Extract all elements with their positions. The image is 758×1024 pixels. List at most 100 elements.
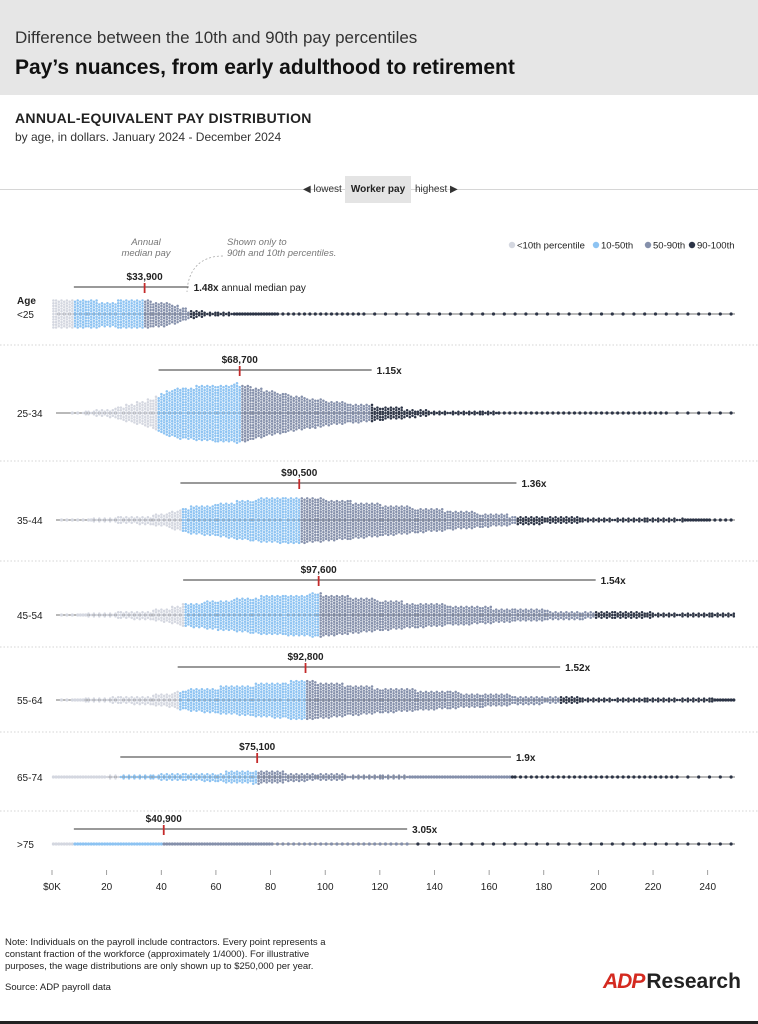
- data-point: [160, 611, 163, 614]
- data-point: [249, 598, 252, 602]
- data-point: [289, 540, 293, 543]
- data-point: [230, 430, 233, 434]
- data-point: [327, 536, 331, 539]
- data-point: [192, 525, 196, 529]
- data-point: [314, 421, 317, 424]
- data-point: [330, 499, 333, 503]
- data-point: [351, 522, 355, 526]
- data-point: [276, 430, 279, 434]
- data-point: [54, 307, 58, 310]
- data-point: [162, 399, 166, 403]
- data-point: [424, 524, 428, 527]
- data-point: [295, 502, 298, 506]
- data-point: [211, 602, 214, 606]
- data-point: [173, 620, 177, 624]
- data-point: [273, 596, 277, 599]
- data-point: [316, 501, 320, 504]
- data-point: [284, 507, 287, 511]
- data-point: [208, 388, 212, 392]
- data-point: [332, 520, 336, 523]
- data-point: [152, 322, 155, 325]
- data-point: [54, 304, 58, 308]
- data-point: [389, 513, 393, 516]
- data-point: [403, 520, 406, 523]
- data-point: [192, 607, 196, 610]
- data-point: [192, 617, 196, 621]
- data-point: [330, 627, 333, 630]
- data-point: [273, 628, 277, 632]
- data-point: [254, 613, 258, 617]
- data-point: [316, 413, 320, 416]
- data-point: [143, 324, 147, 328]
- data-point: [322, 528, 325, 531]
- data-point: [170, 422, 174, 426]
- data-point: [376, 624, 379, 628]
- data-point: [322, 530, 325, 534]
- data-point: [162, 394, 166, 397]
- data-point: [241, 384, 244, 388]
- data-point: [351, 520, 355, 523]
- data-point: [278, 396, 282, 400]
- data-point: [386, 506, 390, 510]
- data-point: [108, 520, 112, 523]
- data-point: [127, 303, 131, 306]
- data-point: [713, 518, 717, 522]
- data-point: [292, 634, 295, 637]
- data-point: [408, 522, 412, 526]
- data-point: [254, 409, 258, 412]
- data-point: [316, 503, 320, 507]
- data-point: [179, 410, 182, 413]
- data-point: [208, 405, 212, 408]
- data-point: [351, 413, 355, 416]
- data-point: [297, 615, 301, 618]
- data-point: [214, 601, 217, 605]
- data-point: [289, 400, 293, 404]
- data-point: [338, 501, 341, 504]
- data-point: [297, 418, 301, 422]
- data-point: [430, 411, 433, 415]
- data-point: [246, 419, 250, 423]
- data-point: [265, 537, 268, 541]
- data-point: [270, 600, 274, 603]
- data-point: [100, 304, 104, 308]
- data-point: [200, 526, 204, 530]
- data-point: [219, 524, 223, 527]
- data-point: [246, 608, 250, 611]
- data-point: [338, 533, 341, 537]
- data-point: [373, 407, 376, 411]
- data-point: [314, 501, 317, 504]
- data-point: [262, 498, 266, 502]
- data-point: [403, 509, 406, 512]
- data-point: [241, 403, 244, 407]
- data-point: [378, 514, 382, 518]
- data-point: [227, 536, 231, 539]
- data-point: [238, 628, 241, 632]
- data-point: [233, 423, 236, 427]
- data-point: [87, 612, 90, 615]
- data-point: [187, 391, 190, 395]
- data-point: [386, 509, 390, 512]
- data-point: [559, 521, 563, 524]
- data-point: [262, 399, 266, 403]
- data-point: [319, 605, 322, 609]
- data-point: [135, 419, 139, 423]
- data-point: [208, 528, 212, 531]
- data-point: [130, 516, 133, 519]
- data-point: [581, 517, 584, 520]
- data-point: [265, 602, 268, 606]
- data-point: [184, 398, 187, 401]
- data-point: [187, 388, 190, 392]
- data-point: [386, 528, 390, 531]
- data-point: [287, 609, 290, 613]
- data-point: [554, 518, 557, 522]
- data-point: [427, 520, 430, 523]
- data-point: [392, 625, 395, 629]
- data-point: [235, 430, 239, 434]
- worker-pay-toggle[interactable]: Worker pay: [345, 176, 411, 203]
- data-point: [284, 602, 287, 606]
- data-point: [189, 411, 193, 415]
- data-point: [327, 525, 331, 529]
- data-point: [362, 612, 366, 615]
- data-point: [206, 605, 209, 609]
- data-point: [314, 607, 317, 610]
